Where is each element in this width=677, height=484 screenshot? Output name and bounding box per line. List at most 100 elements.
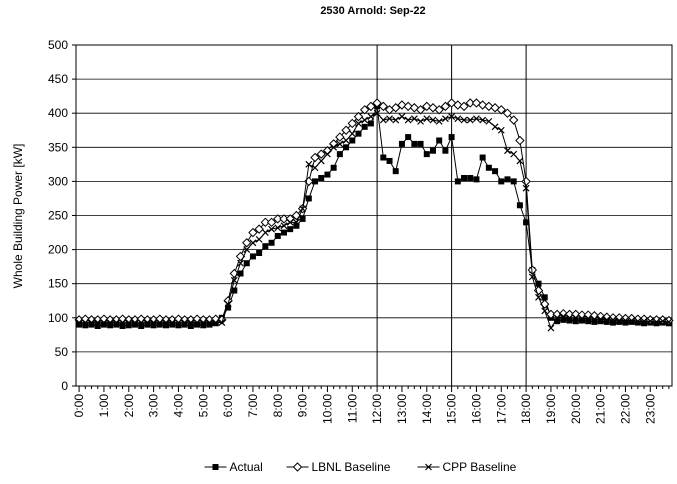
marker	[179, 315, 190, 325]
marker	[107, 322, 114, 329]
marker	[386, 115, 393, 123]
marker	[274, 224, 282, 232]
marker	[254, 224, 264, 234]
x-tick-label: 17:00	[494, 394, 508, 424]
marker	[143, 319, 151, 326]
marker	[249, 253, 256, 260]
marker	[200, 322, 207, 329]
marker	[349, 137, 356, 144]
marker	[279, 214, 289, 224]
marker	[256, 250, 263, 257]
marker	[230, 276, 238, 284]
marker	[380, 154, 387, 161]
marker	[347, 118, 357, 129]
y-tick-label: 450	[48, 72, 68, 86]
chart-title: 2530 Arnold: Sep-22	[320, 5, 425, 17]
marker	[479, 154, 486, 161]
marker	[366, 101, 376, 112]
marker	[485, 164, 492, 171]
marker	[609, 316, 617, 324]
marker	[454, 115, 462, 123]
x-tick-label: 7:00	[246, 394, 260, 418]
x-tick-label: 11:00	[345, 394, 359, 423]
marker	[504, 176, 511, 183]
marker	[280, 229, 287, 236]
series	[75, 109, 673, 332]
marker	[317, 157, 325, 165]
legend-label: Actual	[230, 460, 263, 474]
marker	[460, 116, 468, 124]
marker	[584, 315, 592, 322]
marker	[82, 322, 89, 329]
y-tick-label: 500	[48, 38, 68, 52]
marker	[124, 315, 134, 325]
x-tick-label: 15:00	[445, 394, 459, 424]
marker	[175, 322, 182, 329]
x-tick-label: 5:00	[196, 394, 210, 418]
marker	[113, 321, 120, 328]
marker	[330, 143, 338, 151]
series-line	[79, 106, 669, 327]
marker	[473, 176, 480, 183]
marker	[235, 251, 246, 262]
marker	[75, 319, 83, 326]
marker	[243, 246, 251, 254]
y-tick-label: 100	[48, 311, 68, 325]
x-tick-label: 0:00	[72, 394, 86, 418]
x-tick-label: 3:00	[147, 394, 161, 418]
x-tick-label: 6:00	[221, 394, 235, 418]
marker	[523, 219, 530, 226]
marker	[566, 314, 573, 322]
marker	[591, 318, 598, 325]
marker	[156, 319, 164, 326]
marker	[597, 318, 604, 325]
y-tick-label: 350	[48, 140, 68, 154]
marker	[553, 314, 561, 322]
marker	[603, 316, 611, 324]
marker	[453, 100, 463, 110]
marker	[415, 105, 426, 115]
marker	[292, 462, 303, 472]
series	[76, 103, 672, 329]
marker	[435, 117, 443, 125]
marker	[508, 115, 519, 125]
x-tick-label: 16:00	[469, 394, 483, 424]
marker	[249, 239, 257, 247]
y-tick-label: 400	[48, 106, 68, 120]
marker	[156, 321, 163, 328]
marker	[100, 321, 107, 328]
marker	[403, 101, 413, 112]
marker	[461, 174, 468, 181]
marker	[268, 239, 275, 246]
marker	[477, 100, 488, 110]
marker	[610, 319, 617, 326]
marker	[566, 317, 573, 324]
marker	[367, 113, 375, 121]
marker	[305, 195, 312, 202]
marker	[546, 309, 556, 320]
marker	[199, 319, 207, 326]
marker	[516, 157, 524, 165]
marker	[411, 140, 418, 147]
series-line	[79, 102, 669, 322]
marker	[484, 101, 494, 112]
marker	[634, 317, 642, 325]
marker	[194, 321, 201, 328]
marker	[168, 319, 176, 326]
marker	[125, 322, 132, 329]
marker	[367, 120, 374, 127]
marker	[212, 319, 220, 326]
marker	[554, 318, 561, 325]
marker	[540, 299, 550, 309]
marker	[429, 147, 436, 154]
marker	[622, 317, 629, 324]
marker	[342, 137, 350, 144]
plot-frame	[75, 44, 673, 387]
marker	[237, 259, 244, 267]
marker	[417, 140, 424, 147]
marker	[558, 309, 569, 319]
marker	[142, 315, 153, 325]
marker	[305, 160, 313, 168]
marker	[541, 307, 549, 315]
marker	[262, 243, 269, 250]
